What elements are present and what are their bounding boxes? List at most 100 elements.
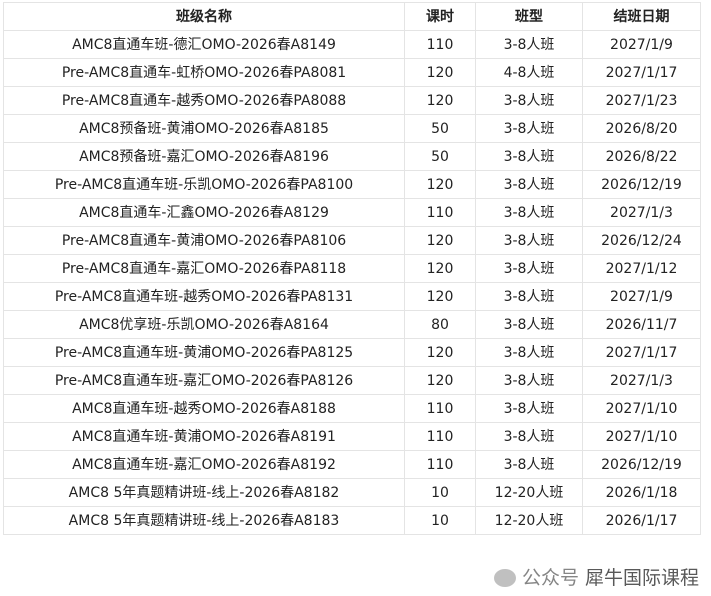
hours-cell: 120 [404, 366, 476, 395]
class-name-cell: Pre-AMC8直通车班-越秀OMO-2026春PA8131 [3, 282, 405, 311]
hours-cell: 120 [404, 58, 476, 87]
end-date-cell: 2027/1/10 [582, 422, 701, 451]
class-name-cell: Pre-AMC8直通车-黄浦OMO-2026春PA8106 [3, 226, 405, 255]
hours-cell: 50 [404, 142, 476, 171]
end-date-cell: 2026/8/22 [582, 142, 701, 171]
end-date-cell: 2026/12/24 [582, 226, 701, 255]
watermark: 公众号 犀牛国际课程 [493, 566, 699, 590]
class-type-cell: 3-8人班 [475, 310, 583, 339]
end-date-cell: 2027/1/9 [582, 282, 701, 311]
class-name-cell: AMC8直通车-汇鑫OMO-2026春A8129 [3, 198, 405, 227]
class-type-cell: 3-8人班 [475, 86, 583, 115]
hours-cell: 110 [404, 198, 476, 227]
class-name-cell: AMC8预备班-黄浦OMO-2026春A8185 [3, 114, 405, 143]
class-name-cell: Pre-AMC8直通车-虹桥OMO-2026春PA8081 [3, 58, 405, 87]
end-date-cell: 2026/1/17 [582, 506, 701, 535]
class-name-cell: AMC8 5年真题精讲班-线上-2026春A8182 [3, 478, 405, 507]
end-date-cell: 2027/1/23 [582, 86, 701, 115]
end-date-cell: 2027/1/10 [582, 394, 701, 423]
table-row: AMC8预备班-黄浦OMO-2026春A8185 50 3-8人班 2026/8/20 [3, 114, 701, 143]
table-row: AMC8直通车-汇鑫OMO-2026春A8129 110 3-8人班 2027/1/3 [3, 198, 701, 227]
class-type-cell: 3-8人班 [475, 226, 583, 255]
end-date-cell: 2027/1/3 [582, 366, 701, 395]
class-name-cell: AMC8直通车班-德汇OMO-2026春A8149 [3, 30, 405, 59]
end-date-cell: 2026/12/19 [582, 170, 701, 199]
table-row: AMC8预备班-嘉汇OMO-2026春A8196 50 3-8人班 2026/8/22 [3, 142, 701, 171]
table-row: AMC8 5年真题精讲班-线上-2026春A8183 10 12-20人班 2026/… [3, 506, 701, 535]
class-name-cell: Pre-AMC8直通车班-乐凯OMO-2026春PA8100 [3, 170, 405, 199]
class-type-cell: 3-8人班 [475, 198, 583, 227]
hours-cell: 120 [404, 226, 476, 255]
end-date-cell: 2027/1/9 [582, 30, 701, 59]
class-name-cell: Pre-AMC8直通车班-黄浦OMO-2026春PA8125 [3, 338, 405, 367]
class-type-cell: 4-8人班 [475, 58, 583, 87]
class-type-cell: 3-8人班 [475, 338, 583, 367]
hours-cell: 110 [404, 30, 476, 59]
hours-cell: 120 [404, 170, 476, 199]
table-row: AMC8优享班-乐凯OMO-2026春A8164 80 3-8人班 2026/11/7 [3, 310, 701, 339]
class-type-cell: 3-8人班 [475, 170, 583, 199]
class-type-cell: 3-8人班 [475, 282, 583, 311]
hours-cell: 10 [404, 506, 476, 535]
header-class-type: 班型 [475, 2, 583, 31]
header-row: 班级名称 课时 班型 结班日期 [3, 2, 701, 31]
hours-cell: 120 [404, 86, 476, 115]
table-row: AMC8直通车班-黄浦OMO-2026春A8191 110 3-8人班 2027/1/… [3, 422, 701, 451]
class-type-cell: 3-8人班 [475, 394, 583, 423]
class-name-cell: AMC8预备班-嘉汇OMO-2026春A8196 [3, 142, 405, 171]
class-name-cell: AMC8直通车班-嘉汇OMO-2026春A8192 [3, 450, 405, 479]
table-row: AMC8直通车班-德汇OMO-2026春A8149 110 3-8人班 2027/1/… [3, 30, 701, 59]
table-row: Pre-AMC8直通车班-嘉汇OMO-2026春PA8126 120 3-8人班 20… [3, 366, 701, 395]
class-type-cell: 3-8人班 [475, 450, 583, 479]
table-row: Pre-AMC8直通车班-越秀OMO-2026春PA8131 120 3-8人班 20… [3, 282, 701, 311]
class-type-cell: 12-20人班 [475, 478, 583, 507]
table-row: Pre-AMC8直通车班-乐凯OMO-2026春PA8100 120 3-8人班 20… [3, 170, 701, 199]
table-row: Pre-AMC8直通车-越秀OMO-2026春PA8088 120 3-8人班 202… [3, 86, 701, 115]
watermark-prefix: 公众号 [521, 567, 579, 589]
hours-cell: 110 [404, 450, 476, 479]
watermark-name: 犀牛国际课程 [584, 567, 699, 589]
class-schedule-table: 班级名称 课时 班型 结班日期 AMC8直通车班-德汇OMO-2026春A814… [3, 2, 701, 535]
table-row: Pre-AMC8直通车-黄浦OMO-2026春PA8106 120 3-8人班 202… [3, 226, 701, 255]
class-name-cell: AMC8 5年真题精讲班-线上-2026春A8183 [3, 506, 405, 535]
class-name-cell: Pre-AMC8直通车班-嘉汇OMO-2026春PA8126 [3, 366, 405, 395]
header-hours: 课时 [404, 2, 476, 31]
class-name-cell: AMC8直通车班-越秀OMO-2026春A8188 [3, 394, 405, 423]
hours-cell: 50 [404, 114, 476, 143]
class-type-cell: 3-8人班 [475, 114, 583, 143]
end-date-cell: 2026/8/20 [582, 114, 701, 143]
hours-cell: 10 [404, 478, 476, 507]
table-row: Pre-AMC8直通车班-黄浦OMO-2026春PA8125 120 3-8人班 20… [3, 338, 701, 367]
header-class-name: 班级名称 [3, 2, 405, 31]
class-name-cell: AMC8直通车班-黄浦OMO-2026春A8191 [3, 422, 405, 451]
wechat-icon [493, 569, 516, 587]
table-row: Pre-AMC8直通车-嘉汇OMO-2026春PA8118 120 3-8人班 202… [3, 254, 701, 283]
hours-cell: 120 [404, 254, 476, 283]
hours-cell: 120 [404, 282, 476, 311]
end-date-cell: 2026/12/19 [582, 450, 701, 479]
class-type-cell: 12-20人班 [475, 506, 583, 535]
table-row: AMC8 5年真题精讲班-线上-2026春A8182 10 12-20人班 2026/… [3, 478, 701, 507]
hours-cell: 120 [404, 338, 476, 367]
end-date-cell: 2027/1/12 [582, 254, 701, 283]
table-row: AMC8直通车班-嘉汇OMO-2026春A8192 110 3-8人班 2026/12… [3, 450, 701, 479]
table-row: AMC8直通车班-越秀OMO-2026春A8188 110 3-8人班 2027/1/… [3, 394, 701, 423]
end-date-cell: 2027/1/17 [582, 338, 701, 367]
class-name-cell: AMC8优享班-乐凯OMO-2026春A8164 [3, 310, 405, 339]
end-date-cell: 2026/11/7 [582, 310, 701, 339]
end-date-cell: 2027/1/17 [582, 58, 701, 87]
class-type-cell: 3-8人班 [475, 254, 583, 283]
class-type-cell: 3-8人班 [475, 422, 583, 451]
header-end-date: 结班日期 [582, 2, 701, 31]
hours-cell: 80 [404, 310, 476, 339]
class-type-cell: 3-8人班 [475, 142, 583, 171]
class-type-cell: 3-8人班 [475, 366, 583, 395]
end-date-cell: 2027/1/3 [582, 198, 701, 227]
table-row: Pre-AMC8直通车-虹桥OMO-2026春PA8081 120 4-8人班 202… [3, 58, 701, 87]
class-type-cell: 3-8人班 [475, 30, 583, 59]
hours-cell: 110 [404, 422, 476, 451]
class-name-cell: Pre-AMC8直通车-越秀OMO-2026春PA8088 [3, 86, 405, 115]
class-name-cell: Pre-AMC8直通车-嘉汇OMO-2026春PA8118 [3, 254, 405, 283]
hours-cell: 110 [404, 394, 476, 423]
end-date-cell: 2026/1/18 [582, 478, 701, 507]
